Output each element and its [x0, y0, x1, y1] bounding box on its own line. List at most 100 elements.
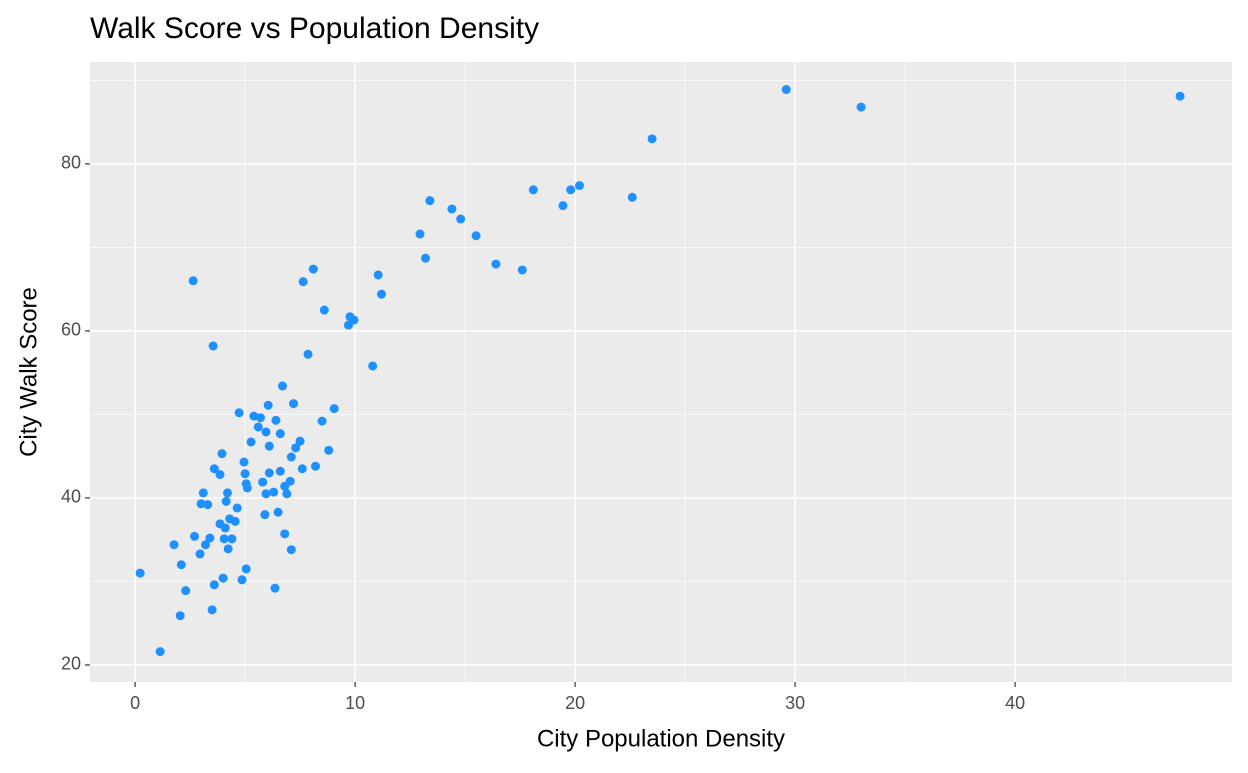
point: [269, 487, 279, 497]
point: [205, 533, 215, 543]
point: [209, 580, 219, 590]
point: [288, 399, 298, 409]
point: [207, 605, 217, 615]
point: [155, 647, 165, 657]
point: [232, 503, 242, 513]
point: [219, 534, 229, 544]
point: [491, 259, 501, 269]
point: [230, 516, 240, 526]
x-axis-title: City Population Density: [537, 725, 785, 752]
y-tick-label: 20: [61, 654, 81, 674]
point: [295, 436, 305, 446]
point: [471, 231, 481, 241]
point: [220, 523, 230, 533]
point: [558, 201, 568, 211]
point: [425, 196, 435, 206]
x-tick-label: 30: [785, 693, 805, 713]
point: [217, 449, 227, 459]
point: [1175, 91, 1185, 101]
point: [277, 381, 287, 391]
point: [175, 611, 185, 621]
point: [647, 134, 657, 144]
point: [222, 488, 232, 498]
chart-title: Walk Score vs Population Density: [90, 12, 539, 45]
point: [373, 270, 383, 280]
point: [286, 452, 296, 462]
point: [241, 564, 251, 574]
point: [781, 85, 791, 95]
plot-panel: [90, 62, 1232, 682]
point: [282, 489, 292, 499]
point: [209, 464, 219, 474]
point: [376, 289, 386, 299]
point: [181, 586, 191, 596]
point: [198, 488, 208, 498]
point: [566, 185, 576, 195]
point: [203, 500, 213, 510]
point: [240, 469, 250, 479]
y-tick-label: 80: [61, 153, 81, 173]
point: [856, 102, 866, 112]
point: [298, 277, 308, 287]
point: [255, 413, 265, 423]
point: [237, 575, 247, 585]
point: [280, 529, 290, 539]
point: [261, 427, 271, 437]
point: [234, 408, 244, 418]
point: [169, 540, 179, 550]
point: [270, 583, 280, 593]
point: [264, 441, 274, 451]
point: [317, 416, 327, 426]
point: [135, 568, 145, 578]
point: [239, 457, 249, 467]
point: [215, 470, 225, 480]
point: [420, 253, 430, 263]
point: [253, 422, 263, 432]
point: [196, 499, 206, 509]
x-tick-label: 0: [130, 693, 140, 713]
point: [176, 560, 186, 570]
point: [275, 429, 285, 439]
point: [246, 437, 256, 447]
point: [242, 483, 252, 493]
point: [324, 445, 334, 455]
point: [447, 204, 457, 214]
point: [517, 265, 527, 275]
point: [218, 573, 228, 583]
point: [223, 544, 233, 554]
x-tick-label: 20: [565, 693, 585, 713]
point: [264, 468, 274, 478]
point: [349, 315, 359, 325]
point: [574, 181, 584, 191]
point: [415, 229, 425, 239]
point: [297, 464, 307, 474]
point: [273, 507, 283, 517]
y-axis-title: City Walk Score: [15, 287, 42, 457]
point: [627, 192, 637, 202]
point: [308, 264, 318, 274]
point: [271, 415, 281, 425]
point: [258, 477, 268, 487]
point: [261, 489, 271, 499]
point: [188, 276, 198, 286]
point: [195, 549, 205, 559]
point: [263, 400, 273, 410]
y-tick-label: 60: [61, 320, 81, 340]
point: [285, 476, 295, 486]
point: [303, 349, 313, 359]
x-tick-label: 40: [1005, 693, 1025, 713]
point: [329, 404, 339, 414]
point: [208, 341, 218, 351]
point: [319, 305, 329, 315]
point: [227, 534, 237, 544]
point: [275, 466, 285, 476]
point: [286, 545, 296, 555]
point: [310, 461, 320, 471]
point: [528, 185, 538, 195]
point: [368, 361, 378, 371]
point: [291, 443, 301, 453]
point: [200, 540, 210, 550]
x-tick-label: 10: [345, 693, 365, 713]
y-tick-label: 40: [61, 487, 81, 507]
